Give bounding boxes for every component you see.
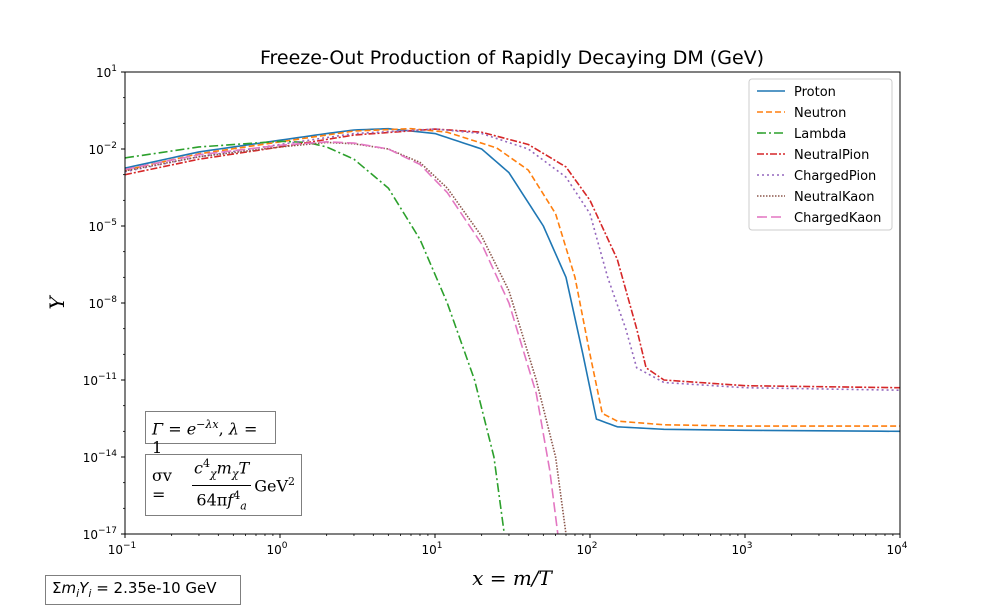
total-density-box: ΣmiYi = 2.35e-10 GeV (45, 575, 241, 605)
fraction-numerator: c4χmχT (192, 454, 252, 486)
y-tick-label: 10−8 (88, 295, 117, 311)
series-line-chargedkaon (125, 141, 559, 534)
y-tick-label: 10−2 (88, 141, 117, 157)
legend-label-chargedpion: ChargedPion (794, 169, 876, 184)
x-tick-label: 100 (266, 541, 287, 557)
legend-label-chargedkaon: ChargedKaon (794, 211, 881, 226)
lambda-value: = 1 (152, 419, 258, 458)
legend: Proton Neutron Lambda NeutralPion ChargedPio… (748, 78, 893, 231)
y-tick-label: 10−14 (83, 449, 118, 465)
cross-section-fraction: c4χmχT 64πf4a (192, 454, 252, 516)
gamma-symbol: Γ (152, 419, 164, 439)
decay-rate-box: Γ = e−λx, λ = 1 (145, 411, 276, 457)
y-tick-label: 10−17 (83, 526, 117, 542)
series-line-chargedpion (125, 128, 900, 392)
legend-label-neutralpion: NeutralPion (794, 148, 869, 163)
legend-frame (748, 78, 893, 231)
x-tick-label: 103 (731, 541, 752, 557)
series-line-neutralpion (125, 128, 900, 389)
chart-title: Freeze-Out Production of Rapidly Decayin… (260, 47, 764, 69)
x-tick-label: 101 (421, 541, 442, 557)
sum-Y: Y (79, 579, 89, 597)
x-tick-label: 10−1 (108, 541, 137, 557)
y-axis-label: Y (45, 295, 69, 310)
sum-value: = 2.35e-10 GeV (96, 579, 217, 597)
y-tick-label: 101 (96, 64, 117, 80)
gamma-e: e (186, 419, 197, 439)
cross-section-unit: GeV2 (254, 474, 295, 496)
legend-label-proton: Proton (794, 85, 836, 100)
y-tick-label: 10−11 (83, 372, 117, 388)
gamma-exponent: −λx (196, 418, 219, 431)
series-line-lambda (125, 140, 506, 534)
lambda-symbol: λ (228, 419, 239, 439)
y-tick-label: 10−5 (88, 218, 117, 234)
x-axis-label: x = m/T (472, 566, 553, 590)
sum-m: m (61, 579, 77, 597)
sum-symbol: Σ (52, 579, 62, 597)
series-line-neutralkaon (125, 141, 567, 534)
series-layer (125, 127, 900, 534)
series-line-neutron (125, 127, 900, 427)
x-tick-label: 102 (576, 541, 597, 557)
x-tick-label: 104 (886, 541, 907, 557)
cross-section-box: σv = c4χmχT 64πf4a GeV2 (145, 454, 302, 516)
legend-label-lambda: Lambda (794, 127, 846, 142)
legend-label-neutron: Neutron (794, 106, 846, 121)
fraction-denominator: 64πf4a (196, 488, 247, 513)
legend-label-neutralkaon: NeutralKaon (794, 190, 874, 205)
gamma-equals: = (168, 419, 182, 439)
series-line-proton (125, 127, 900, 433)
sigma-lhs: σv = (152, 466, 172, 504)
gamma-separator: , (218, 419, 224, 439)
